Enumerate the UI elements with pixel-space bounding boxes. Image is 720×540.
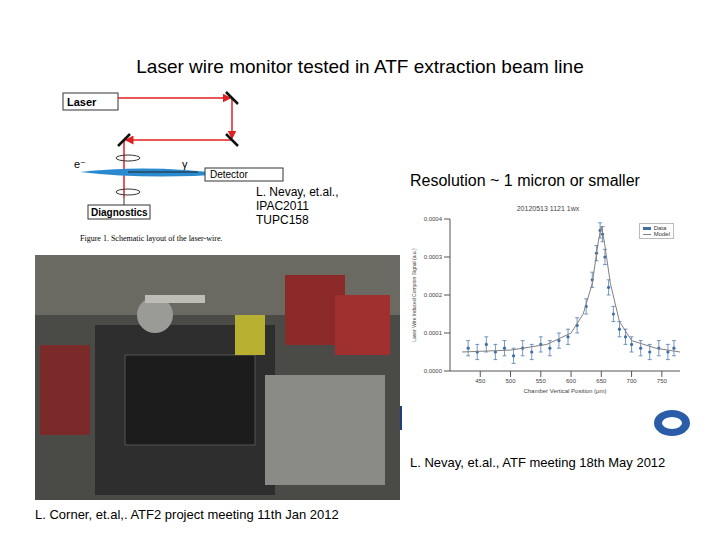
html-text:Model: Model [653, 231, 670, 237]
svg-text:Laser Wire Induced Compton Sig: Laser Wire Induced Compton Signal (a.u.) [411, 248, 417, 342]
svg-text:0.0004: 0.0004 [424, 216, 443, 222]
html-text:L. Nevay, et.al., ATF meeting: L. Nevay, et.al., ATF meeting 18th May 2… [410, 455, 666, 470]
html-text:20120513 1121 1wx: 20120513 1121 1wx [516, 205, 580, 212]
svg-text:550: 550 [536, 378, 547, 384]
svg-text:Laser: Laser [67, 96, 97, 108]
svg-text:Chamber Vertical Position (μm): Chamber Vertical Position (μm) [523, 388, 606, 394]
svg-text:Figure 1. Schematic layout of: Figure 1. Schematic layout of the laser-… [80, 234, 222, 243]
svg-text:Detector: Detector [210, 169, 248, 180]
svg-text:γ: γ [182, 158, 188, 170]
html-text:L. Corner, et.al,. ATF2 projec: L. Corner, et.al,. ATF2 project meeting … [35, 507, 339, 522]
svg-text:0.0003: 0.0003 [424, 254, 443, 260]
svg-text:650: 650 [596, 378, 607, 384]
html-text:Laser wire monitor tested in A: Laser wire monitor tested in ATF extract… [136, 56, 584, 77]
html-text:TUPC158: TUPC158 [256, 213, 309, 227]
svg-text:500: 500 [506, 378, 517, 384]
html-text:L. Nevay, et.al.,: L. Nevay, et.al., [256, 185, 339, 199]
html-text:IPAC2011: IPAC2011 [256, 199, 309, 213]
svg-text:0.0000: 0.0000 [424, 368, 443, 374]
svg-text:750: 750 [657, 378, 668, 384]
svg-text:0.0001: 0.0001 [424, 330, 443, 336]
svg-text:Diagnostics: Diagnostics [91, 207, 148, 218]
svg-text:e⁻: e⁻ [74, 158, 86, 170]
svg-text:700: 700 [627, 378, 638, 384]
html-text:Data: Data [653, 225, 667, 231]
html-text:Resolution ~ 1 micron or small: Resolution ~ 1 micron or smaller [410, 172, 640, 189]
svg-text:600: 600 [566, 378, 577, 384]
svg-text:450: 450 [475, 378, 486, 384]
svg-text:0.0002: 0.0002 [424, 292, 443, 298]
